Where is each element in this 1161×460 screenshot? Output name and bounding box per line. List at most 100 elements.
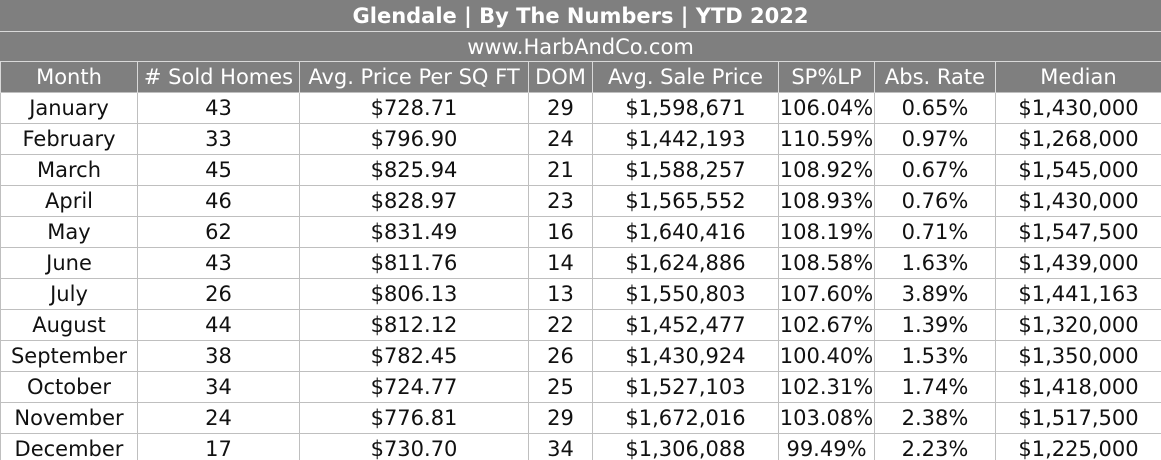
cell-abs-rate: 0.71% bbox=[874, 216, 996, 248]
cell-month: September bbox=[0, 340, 138, 372]
cell-month: August bbox=[0, 309, 138, 341]
cell-avg-sale-price: $1,598,671 bbox=[592, 92, 779, 124]
column-header-median: Median bbox=[995, 62, 1161, 93]
cell-abs-rate: 1.39% bbox=[874, 309, 996, 341]
cell-median: $1,430,000 bbox=[995, 185, 1161, 217]
cell-median: $1,268,000 bbox=[995, 123, 1161, 155]
cell-sp-lp: 102.31% bbox=[778, 371, 875, 403]
cell-price-per-sqft: $811.76 bbox=[299, 247, 529, 279]
cell-dom: 29 bbox=[528, 92, 593, 124]
cell-sp-lp: 110.59% bbox=[778, 123, 875, 155]
cell-sp-lp: 108.92% bbox=[778, 154, 875, 186]
cell-price-per-sqft: $828.97 bbox=[299, 185, 529, 217]
cell-avg-sale-price: $1,565,552 bbox=[592, 185, 779, 217]
cell-month: June bbox=[0, 247, 138, 279]
header-row: Month # Sold Homes Avg. Price Per SQ FT … bbox=[0, 62, 1161, 93]
cell-sold-homes: 24 bbox=[137, 402, 300, 434]
cell-avg-sale-price: $1,672,016 bbox=[592, 402, 779, 434]
cell-avg-sale-price: $1,588,257 bbox=[592, 154, 779, 186]
market-stats-table: Month # Sold Homes Avg. Price Per SQ FT … bbox=[0, 62, 1161, 460]
cell-month: April bbox=[0, 185, 138, 217]
cell-abs-rate: 0.97% bbox=[874, 123, 996, 155]
cell-sold-homes: 34 bbox=[137, 371, 300, 403]
cell-sp-lp: 102.67% bbox=[778, 309, 875, 341]
cell-dom: 34 bbox=[528, 433, 593, 460]
cell-price-per-sqft: $806.13 bbox=[299, 278, 529, 310]
cell-price-per-sqft: $724.77 bbox=[299, 371, 529, 403]
table-row: November 24 $776.81 29 $1,672,016 103.08… bbox=[0, 402, 1161, 434]
cell-avg-sale-price: $1,442,193 bbox=[592, 123, 779, 155]
table-row: April 46 $828.97 23 $1,565,552 108.93% 0… bbox=[0, 185, 1161, 217]
cell-sp-lp: 99.49% bbox=[778, 433, 875, 460]
cell-sold-homes: 26 bbox=[137, 278, 300, 310]
cell-avg-sale-price: $1,527,103 bbox=[592, 371, 779, 403]
cell-sp-lp: 103.08% bbox=[778, 402, 875, 434]
cell-dom: 13 bbox=[528, 278, 593, 310]
cell-month: May bbox=[0, 216, 138, 248]
column-header-avg-sale-price: Avg. Sale Price bbox=[592, 62, 779, 93]
cell-median: $1,517,500 bbox=[995, 402, 1161, 434]
report-title: Glendale | By The Numbers | YTD 2022 bbox=[0, 0, 1161, 32]
cell-abs-rate: 0.67% bbox=[874, 154, 996, 186]
column-header-dom: DOM bbox=[528, 62, 593, 93]
cell-dom: 23 bbox=[528, 185, 593, 217]
cell-sp-lp: 108.58% bbox=[778, 247, 875, 279]
cell-sold-homes: 43 bbox=[137, 92, 300, 124]
table-row: July 26 $806.13 13 $1,550,803 107.60% 3.… bbox=[0, 278, 1161, 310]
cell-median: $1,430,000 bbox=[995, 92, 1161, 124]
cell-price-per-sqft: $776.81 bbox=[299, 402, 529, 434]
cell-dom: 26 bbox=[528, 340, 593, 372]
table-row: February 33 $796.90 24 $1,442,193 110.59… bbox=[0, 123, 1161, 155]
cell-median: $1,225,000 bbox=[995, 433, 1161, 460]
cell-sold-homes: 38 bbox=[137, 340, 300, 372]
cell-price-per-sqft: $825.94 bbox=[299, 154, 529, 186]
cell-price-per-sqft: $728.71 bbox=[299, 92, 529, 124]
cell-sp-lp: 107.60% bbox=[778, 278, 875, 310]
column-header-sold-homes: # Sold Homes bbox=[137, 62, 300, 93]
cell-median: $1,547,500 bbox=[995, 216, 1161, 248]
cell-month: March bbox=[0, 154, 138, 186]
cell-median: $1,439,000 bbox=[995, 247, 1161, 279]
table-row: March 45 $825.94 21 $1,588,257 108.92% 0… bbox=[0, 154, 1161, 186]
cell-avg-sale-price: $1,640,416 bbox=[592, 216, 779, 248]
cell-avg-sale-price: $1,624,886 bbox=[592, 247, 779, 279]
table-row: December 17 $730.70 34 $1,306,088 99.49%… bbox=[0, 433, 1161, 460]
cell-avg-sale-price: $1,550,803 bbox=[592, 278, 779, 310]
cell-median: $1,350,000 bbox=[995, 340, 1161, 372]
cell-sold-homes: 33 bbox=[137, 123, 300, 155]
cell-abs-rate: 2.23% bbox=[874, 433, 996, 460]
cell-avg-sale-price: $1,306,088 bbox=[592, 433, 779, 460]
cell-price-per-sqft: $796.90 bbox=[299, 123, 529, 155]
table-row: August 44 $812.12 22 $1,452,477 102.67% … bbox=[0, 309, 1161, 341]
cell-median: $1,441,163 bbox=[995, 278, 1161, 310]
cell-month: October bbox=[0, 371, 138, 403]
table-row: January 43 $728.71 29 $1,598,671 106.04%… bbox=[0, 92, 1161, 124]
column-header-price-per-sqft: Avg. Price Per SQ FT bbox=[299, 62, 529, 93]
cell-dom: 24 bbox=[528, 123, 593, 155]
cell-abs-rate: 2.38% bbox=[874, 402, 996, 434]
cell-sp-lp: 108.93% bbox=[778, 185, 875, 217]
cell-abs-rate: 0.76% bbox=[874, 185, 996, 217]
cell-price-per-sqft: $812.12 bbox=[299, 309, 529, 341]
cell-dom: 16 bbox=[528, 216, 593, 248]
cell-abs-rate: 1.74% bbox=[874, 371, 996, 403]
cell-abs-rate: 1.53% bbox=[874, 340, 996, 372]
cell-dom: 14 bbox=[528, 247, 593, 279]
cell-median: $1,418,000 bbox=[995, 371, 1161, 403]
cell-month: November bbox=[0, 402, 138, 434]
cell-month: July bbox=[0, 278, 138, 310]
cell-month: December bbox=[0, 433, 138, 460]
cell-month: February bbox=[0, 123, 138, 155]
table-row: June 43 $811.76 14 $1,624,886 108.58% 1.… bbox=[0, 247, 1161, 279]
cell-avg-sale-price: $1,430,924 bbox=[592, 340, 779, 372]
cell-dom: 25 bbox=[528, 371, 593, 403]
column-header-abs-rate: Abs. Rate bbox=[874, 62, 996, 93]
website-url: www.HarbAndCo.com bbox=[0, 32, 1161, 62]
cell-sp-lp: 100.40% bbox=[778, 340, 875, 372]
cell-avg-sale-price: $1,452,477 bbox=[592, 309, 779, 341]
cell-dom: 29 bbox=[528, 402, 593, 434]
cell-month: January bbox=[0, 92, 138, 124]
cell-sold-homes: 17 bbox=[137, 433, 300, 460]
cell-sold-homes: 44 bbox=[137, 309, 300, 341]
